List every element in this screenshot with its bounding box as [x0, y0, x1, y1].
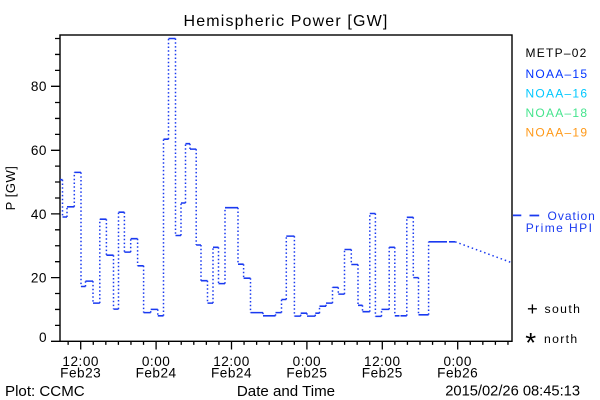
svg-text:south: south	[545, 302, 582, 316]
svg-text:Ovation: Ovation	[548, 209, 596, 223]
svg-text:+: +	[527, 298, 538, 319]
svg-text:Date and Time: Date and Time	[237, 383, 335, 400]
svg-text:2015/02/26 08:45:13: 2015/02/26 08:45:13	[445, 384, 580, 400]
svg-text:60: 60	[31, 143, 47, 158]
svg-text:12:00: 12:00	[62, 354, 99, 369]
svg-text:NOAA–16: NOAA–16	[526, 86, 589, 100]
svg-text:0: 0	[39, 330, 47, 345]
svg-text:Prime HPI: Prime HPI	[526, 221, 594, 235]
svg-text:12:00: 12:00	[213, 354, 250, 369]
svg-text:Feb25: Feb25	[286, 366, 327, 381]
svg-text:Feb23: Feb23	[60, 366, 101, 381]
svg-text:P [GW]: P [GW]	[3, 166, 18, 211]
svg-text:METP–02: METP–02	[526, 46, 588, 60]
svg-text:Feb24: Feb24	[136, 366, 177, 381]
svg-text:north: north	[544, 332, 579, 346]
svg-text:80: 80	[31, 79, 47, 94]
svg-text:*: *	[525, 327, 536, 358]
svg-text:20: 20	[31, 271, 47, 286]
svg-text:Feb26: Feb26	[437, 366, 478, 381]
svg-text:NOAA–15: NOAA–15	[526, 67, 589, 81]
svg-text:40: 40	[31, 207, 47, 222]
svg-text:Feb25: Feb25	[362, 366, 403, 381]
svg-text:0:00: 0:00	[293, 354, 321, 369]
svg-text:Feb24: Feb24	[211, 366, 252, 381]
svg-text:0:00: 0:00	[443, 354, 471, 369]
svg-text:0:00: 0:00	[142, 354, 170, 369]
svg-text:NOAA–18: NOAA–18	[526, 106, 589, 120]
svg-text:Hemispheric Power [GW]: Hemispheric Power [GW]	[184, 13, 389, 30]
svg-text:NOAA–19: NOAA–19	[526, 125, 589, 139]
svg-text:Plot: CCMC: Plot: CCMC	[5, 383, 85, 400]
svg-text:12:00: 12:00	[364, 354, 401, 369]
